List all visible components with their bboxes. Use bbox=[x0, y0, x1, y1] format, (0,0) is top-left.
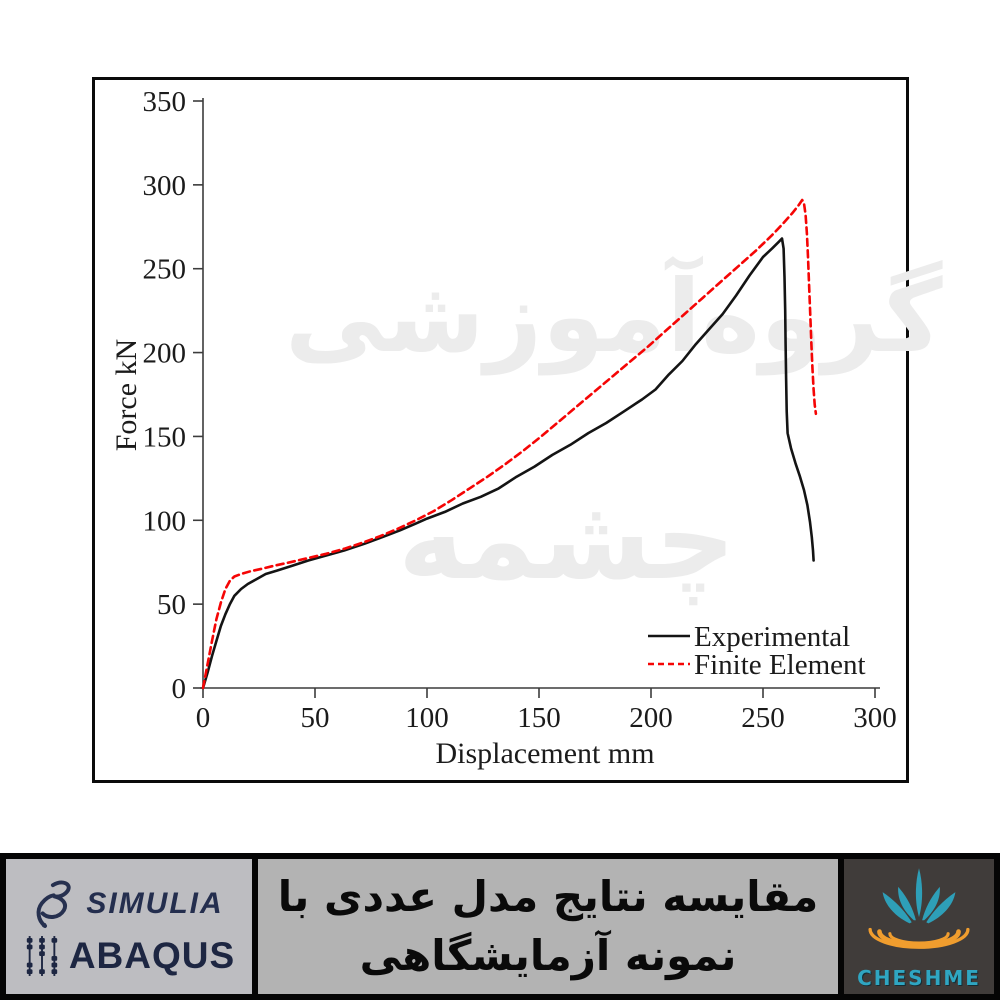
abaqus-row: ABAQUS bbox=[23, 935, 235, 977]
caption-panel: مقایسه نتایج مدل عددی با نمونه آزمایشگاه… bbox=[258, 859, 838, 994]
x-tick-label: 300 bbox=[853, 702, 897, 734]
y-tick-label: 250 bbox=[143, 254, 187, 286]
y-tick-label: 350 bbox=[143, 86, 187, 118]
simulia-row: SIMULIA bbox=[34, 876, 223, 932]
x-tick-label: 150 bbox=[517, 702, 561, 734]
abaqus-wordmark: ABAQUS bbox=[68, 935, 236, 976]
x-tick-label: 0 bbox=[196, 702, 211, 734]
cheshme-wordmark: CHESHME bbox=[857, 966, 981, 990]
y-tick-label: 300 bbox=[143, 170, 187, 202]
chart-frame bbox=[92, 77, 909, 783]
watermark-line1: گروه‌آموزشی bbox=[285, 258, 943, 375]
y-tick-label: 50 bbox=[157, 589, 186, 621]
y-tick-label: 150 bbox=[143, 421, 187, 453]
footer-bar: SIMULIA bbox=[0, 853, 1000, 1000]
caption-line1: مقایسه نتایج مدل عددی با bbox=[277, 871, 819, 921]
x-tick-label: 100 bbox=[405, 702, 449, 734]
fountain-icon bbox=[868, 868, 970, 949]
x-tick-label: 250 bbox=[741, 702, 785, 734]
abaqus-abacus-icon bbox=[26, 936, 58, 976]
series-finite-element bbox=[201, 198, 818, 690]
cheshme-panel: CHESHME bbox=[844, 859, 994, 994]
y-tick-label: 200 bbox=[143, 338, 187, 370]
watermark-line2: چشمه bbox=[398, 475, 736, 605]
x-axis-title: Displacement mm bbox=[435, 737, 655, 770]
y-tick-label: 0 bbox=[172, 673, 187, 705]
force-displacement-chart: 0 50 100 150 200 250 300 350 0 50 100 150 200 250 300 E… bbox=[143, 86, 897, 734]
simulia-abaqus-panel: SIMULIA bbox=[6, 859, 252, 994]
x-tick-label: 200 bbox=[629, 702, 673, 734]
y-axis-title: Force kN bbox=[110, 338, 143, 452]
y-tick-label: 100 bbox=[143, 505, 187, 537]
caption-line2: نمونه آزمایشگاهی bbox=[359, 930, 737, 980]
legend-label: Experimental bbox=[694, 621, 850, 653]
series-experimental bbox=[201, 237, 815, 690]
x-tick-label: 50 bbox=[301, 702, 330, 734]
simulia-wordmark: SIMULIA bbox=[86, 887, 224, 920]
legend-label: Finite Element bbox=[694, 649, 866, 681]
dassault-3ds-swirl-icon bbox=[36, 880, 71, 928]
